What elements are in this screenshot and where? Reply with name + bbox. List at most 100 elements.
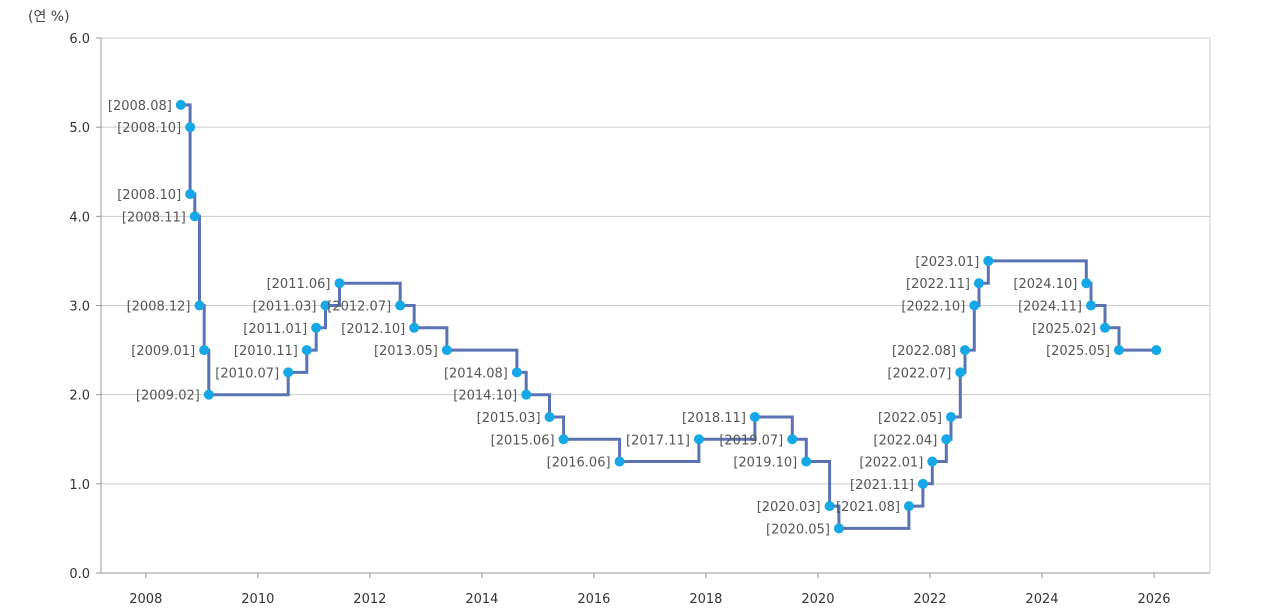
x-tick-label-6: 2020 xyxy=(801,592,834,607)
data-label-32: [2022.08] xyxy=(892,344,956,359)
data-label-2: [2008.10] xyxy=(117,188,181,203)
data-label-15: [2014.08] xyxy=(444,366,508,381)
data-label-21: [2018.11] xyxy=(682,411,746,426)
data-label-9: [2011.01] xyxy=(243,322,307,337)
x-tick-label-1: 2010 xyxy=(241,592,274,607)
data-label-35: [2023.01] xyxy=(915,255,979,270)
data-label-26: [2021.08] xyxy=(836,500,900,515)
data-label-8: [2010.11] xyxy=(234,344,298,359)
data-point-35 xyxy=(983,255,994,266)
series-line-group xyxy=(180,103,1157,530)
data-point-14 xyxy=(441,345,452,356)
data-label-24: [2020.03] xyxy=(757,500,821,515)
data-label-1: [2008.10] xyxy=(117,121,181,136)
data-point-8 xyxy=(301,345,312,356)
data-label-10: [2011.03] xyxy=(253,300,317,315)
data-point-30 xyxy=(945,411,956,422)
data-label-11: [2011.06] xyxy=(267,277,331,292)
data-point-5 xyxy=(199,345,210,356)
axes: 0.0 1.0 2.0 3.0 4.0 5.0 6.0 2008 2010 2012 2014 201… xyxy=(69,32,1211,607)
data-point-19 xyxy=(614,456,625,467)
data-label-5: [2009.01] xyxy=(131,344,195,359)
data-label-4: [2008.12] xyxy=(127,300,191,315)
y-tick-label-2: 2.0 xyxy=(69,389,90,404)
data-label-22: [2019.07] xyxy=(719,433,783,448)
data-point-9 xyxy=(311,322,322,333)
data-label-17: [2015.03] xyxy=(477,411,541,426)
x-tick-label-4: 2016 xyxy=(577,592,610,607)
data-label-14: [2013.05] xyxy=(374,344,438,359)
data-point-36 xyxy=(1081,278,1092,289)
data-point-12 xyxy=(395,300,406,311)
data-point-22 xyxy=(787,434,798,445)
data-label-37: [2024.11] xyxy=(1018,300,1082,315)
point-labels: [2008.08] [2008.10] [2008.10] [2008.11] [200… xyxy=(108,99,1110,538)
y-tick-label-1: 1.0 xyxy=(69,478,90,493)
data-label-34: [2022.11] xyxy=(906,277,970,292)
data-label-12: [2012.07] xyxy=(327,300,391,315)
data-point-29 xyxy=(941,434,952,445)
data-point-32 xyxy=(959,345,970,356)
x-tick-label-5: 2018 xyxy=(689,592,722,607)
data-label-28: [2022.01] xyxy=(859,456,923,471)
data-point-34 xyxy=(973,278,984,289)
data-point-4 xyxy=(194,300,205,311)
data-point-0 xyxy=(175,99,186,110)
data-points xyxy=(175,99,1162,534)
data-point-11 xyxy=(334,278,345,289)
data-point-40 xyxy=(1151,345,1162,356)
data-label-3: [2008.11] xyxy=(122,210,186,225)
data-point-21 xyxy=(749,411,760,422)
data-point-3 xyxy=(189,211,200,222)
data-point-28 xyxy=(927,456,938,467)
data-label-16: [2014.10] xyxy=(453,389,517,404)
data-label-6: [2009.02] xyxy=(136,389,200,404)
data-label-29: [2022.04] xyxy=(873,433,937,448)
data-point-1 xyxy=(185,122,196,133)
data-label-27: [2021.11] xyxy=(850,478,914,493)
data-label-33: [2022.10] xyxy=(901,300,965,315)
data-point-7 xyxy=(283,367,294,378)
data-point-2 xyxy=(185,189,196,200)
data-label-39: [2025.05] xyxy=(1046,344,1110,359)
data-point-15 xyxy=(511,367,522,378)
data-point-39 xyxy=(1113,345,1124,356)
x-tick-label-3: 2014 xyxy=(465,592,498,607)
x-tick-label-7: 2022 xyxy=(913,592,946,607)
data-point-33 xyxy=(969,300,980,311)
data-point-25 xyxy=(833,523,844,534)
y-tick-label-4: 4.0 xyxy=(69,210,90,225)
data-point-6 xyxy=(203,389,214,400)
x-tick-label-2: 2012 xyxy=(353,592,386,607)
data-label-38: [2025.02] xyxy=(1032,322,1096,337)
data-point-37 xyxy=(1085,300,1096,311)
y-tick-label-0: 0.0 xyxy=(69,567,90,582)
y-tick-label-3: 3.0 xyxy=(69,300,90,315)
data-label-23: [2019.10] xyxy=(733,456,797,471)
y-tick-label-6: 6.0 xyxy=(69,32,90,47)
data-point-18 xyxy=(558,434,569,445)
data-point-27 xyxy=(917,478,928,489)
y-tick-label-5: 5.0 xyxy=(69,121,90,136)
data-label-25: [2020.05] xyxy=(766,522,830,537)
data-label-18: [2015.06] xyxy=(491,433,555,448)
series-step-line xyxy=(180,103,1157,530)
data-label-0: [2008.08] xyxy=(108,99,172,114)
data-label-31: [2022.07] xyxy=(887,366,951,381)
data-label-36: [2024.10] xyxy=(1013,277,1077,292)
data-point-31 xyxy=(955,367,966,378)
data-label-13: [2012.10] xyxy=(341,322,405,337)
data-label-19: [2016.06] xyxy=(547,456,611,471)
x-tick-label-9: 2026 xyxy=(1137,592,1170,607)
data-point-26 xyxy=(903,501,914,512)
x-tick-label-8: 2024 xyxy=(1025,592,1058,607)
x-tick-label-0: 2008 xyxy=(129,592,162,607)
data-point-17 xyxy=(544,411,555,422)
data-point-24 xyxy=(824,501,835,512)
data-point-23 xyxy=(801,456,812,467)
y-unit-label: (연 %) xyxy=(28,9,70,25)
data-label-30: [2022.05] xyxy=(878,411,942,426)
data-label-20: [2017.11] xyxy=(626,433,690,448)
